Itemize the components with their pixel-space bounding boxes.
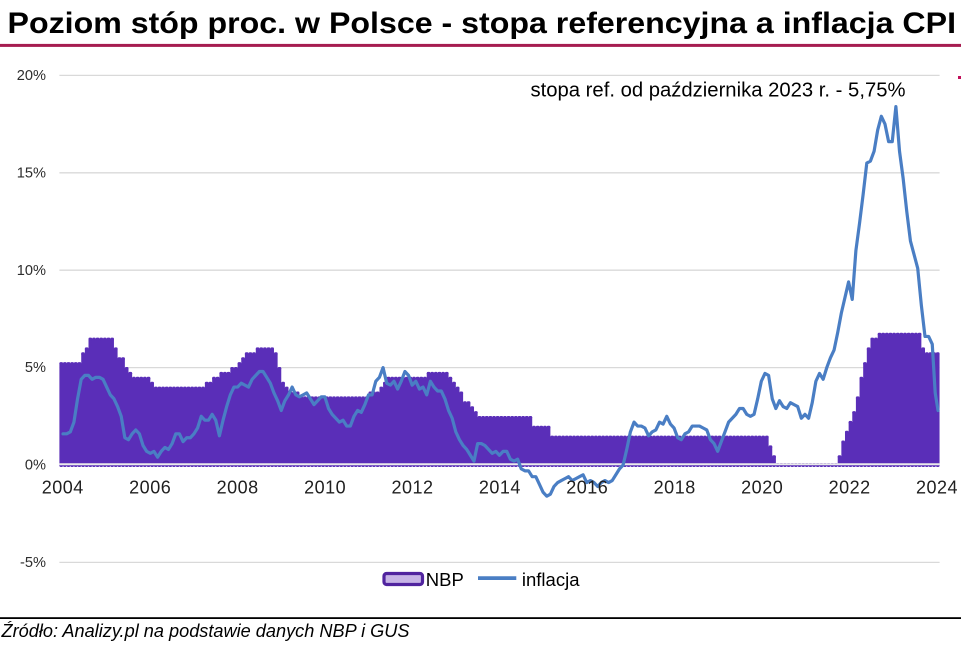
svg-text:stopa ref. od października 20: stopa ref. od października 2023 r. - 5,7…	[531, 80, 906, 102]
svg-text:2022: 2022	[829, 477, 871, 497]
svg-text:2020: 2020	[741, 477, 783, 497]
svg-text:NBP: NBP	[426, 569, 464, 590]
svg-text:15%: 15%	[17, 165, 46, 181]
svg-text:-5%: -5%	[20, 555, 46, 571]
svg-text:5%: 5%	[25, 360, 46, 376]
svg-text:inflacja: inflacja	[522, 569, 580, 590]
svg-text:2018: 2018	[654, 477, 696, 497]
svg-text:2008: 2008	[217, 477, 259, 497]
svg-text:2004: 2004	[42, 477, 84, 497]
svg-text:10%: 10%	[17, 263, 46, 279]
svg-text:2024: 2024	[916, 477, 958, 497]
svg-text:Poziom stóp proc. w Polsce - s: Poziom stóp proc. w Polsce - stopa refer…	[8, 7, 956, 40]
svg-text:2010: 2010	[304, 477, 346, 497]
svg-text:Źródło: Analizy.pl na podstawi: Źródło: Analizy.pl na podstawie danych N…	[0, 621, 409, 641]
svg-text:20%: 20%	[17, 68, 46, 84]
svg-text:2016: 2016	[566, 477, 608, 497]
svg-text:0%: 0%	[25, 458, 46, 474]
svg-text:2012: 2012	[391, 477, 433, 497]
svg-text:2006: 2006	[129, 477, 171, 497]
svg-text:2014: 2014	[479, 477, 521, 497]
